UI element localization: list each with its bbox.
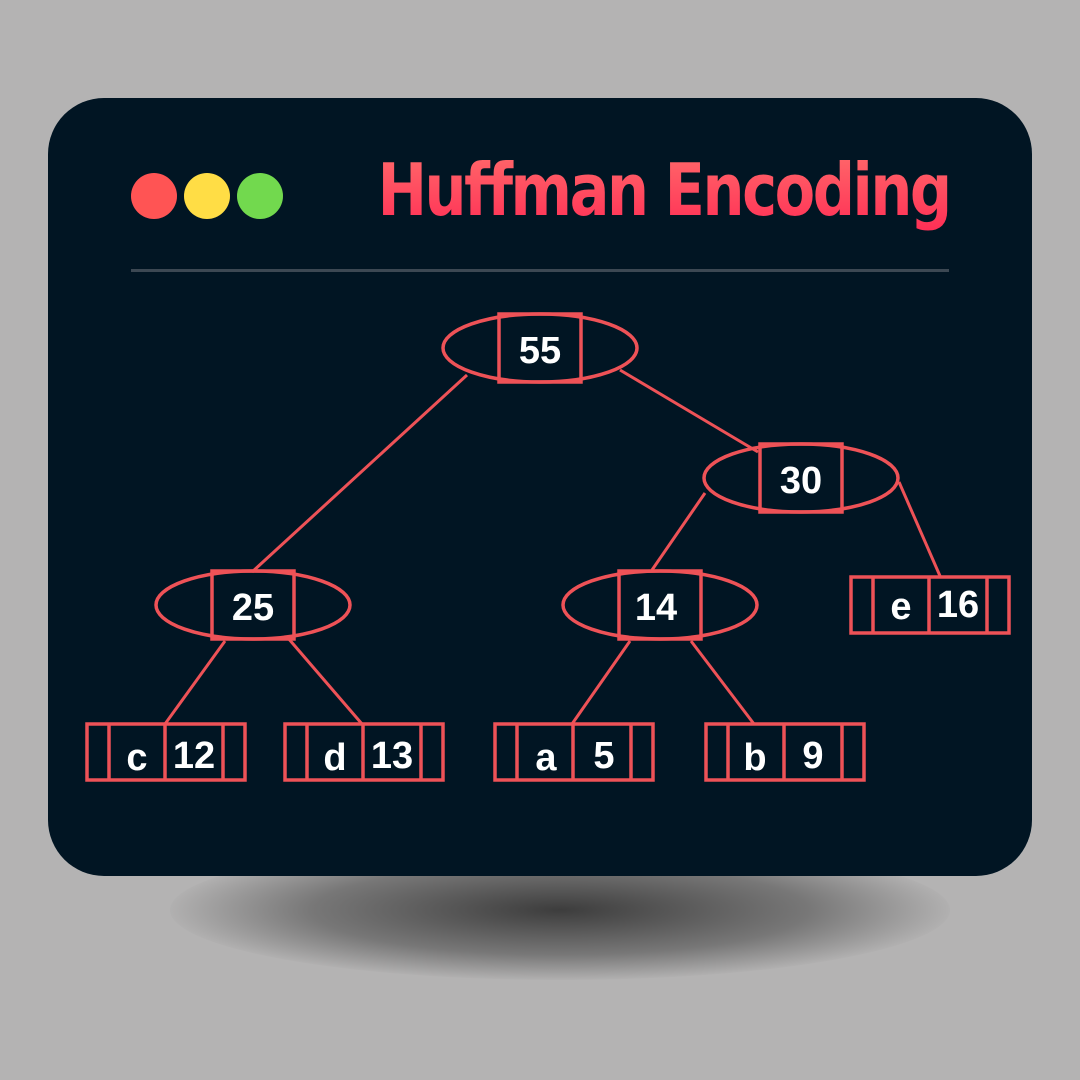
edge-14-b <box>689 640 756 725</box>
edge-30-e <box>897 481 942 577</box>
edge-30-14 <box>650 492 707 571</box>
leaf-char: c <box>126 737 147 779</box>
tree-leaf-e: e 16 <box>849 575 1011 635</box>
leaf-char: a <box>535 737 557 779</box>
edge-14-a <box>570 640 632 725</box>
leaf-freq: 16 <box>937 584 979 626</box>
node-value: 55 <box>519 330 561 372</box>
leaf-char: d <box>323 737 346 779</box>
edge-25-c <box>163 640 227 725</box>
leaf-char: b <box>743 737 766 779</box>
edge-25-d <box>286 637 364 725</box>
tree-leaf-a: a 5 <box>493 722 655 782</box>
leaf-freq: 13 <box>371 735 413 777</box>
tree-node-14: 14 <box>561 569 759 641</box>
node-value: 25 <box>232 587 274 629</box>
tree-node-30: 30 <box>702 442 900 514</box>
tree-node-25: 25 <box>154 569 352 641</box>
tree-leaf-c: c 12 <box>85 722 247 782</box>
leaf-freq: 5 <box>593 735 614 777</box>
minimize-dot-icon[interactable] <box>184 173 230 219</box>
tree-leaf-b: b 9 <box>704 722 866 782</box>
tree-leaf-d: d 13 <box>283 722 445 782</box>
tree-edges <box>163 368 942 725</box>
node-value: 14 <box>635 587 677 629</box>
edge-55-25 <box>250 373 469 574</box>
tree-node-root: 55 <box>441 312 639 384</box>
close-dot-icon[interactable] <box>131 173 177 219</box>
leaf-freq: 9 <box>802 735 823 777</box>
page-title: Huffman Encoding <box>377 148 953 232</box>
app-window <box>48 98 1032 876</box>
leaf-char: e <box>890 586 911 628</box>
leaf-freq: 12 <box>173 735 215 777</box>
edge-55-30 <box>619 368 759 454</box>
maximize-dot-icon[interactable] <box>237 173 283 219</box>
header-divider <box>131 269 949 272</box>
node-value: 30 <box>780 460 822 502</box>
